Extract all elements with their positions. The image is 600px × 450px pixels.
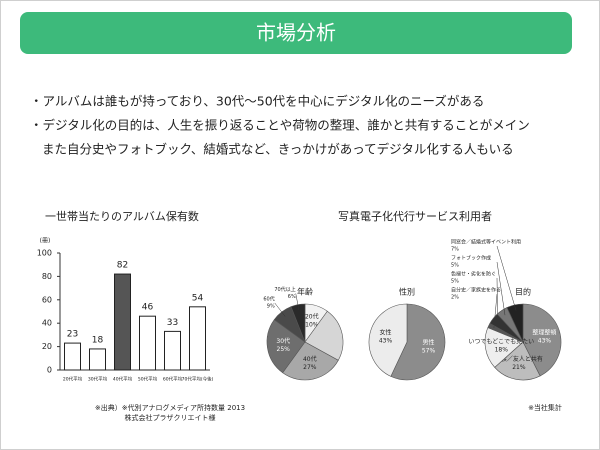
pie-title: 目的	[515, 287, 531, 297]
slice-value: 27%	[303, 364, 317, 371]
slice-label: 30代	[276, 337, 290, 345]
x-tick-label: 70代平均(今後)	[182, 376, 214, 383]
slice-value: 5%	[451, 263, 459, 269]
y-tick-label: 100	[37, 249, 52, 258]
pie-slice	[266, 319, 306, 374]
slice-label: いつでもどこでも見たい	[468, 337, 534, 345]
slice-value: 6%	[288, 294, 296, 300]
pie-slice	[494, 341, 541, 381]
slice-label: 60代	[263, 295, 274, 302]
pie-slice	[390, 303, 446, 381]
leader-line	[274, 302, 286, 317]
value-label: 46	[142, 303, 154, 313]
slice-value: 25%	[277, 346, 291, 353]
pie-slice	[304, 310, 344, 361]
leader-line	[496, 245, 517, 311]
slice-label: 自分史／家族史を作る	[451, 287, 501, 294]
slice-value: 5%	[451, 279, 459, 285]
bullet: ・デジタル化の目的は、人生を振り返ることや荷物の整理、誰かと共有することがメイン	[30, 118, 530, 133]
slice-label: 70代以上	[274, 286, 295, 293]
bar	[189, 306, 206, 371]
x-tick-label: 20代平均	[63, 376, 83, 383]
slice-label: 色褪せ・劣化を防ぐ	[451, 271, 496, 278]
pie-slice	[506, 303, 524, 343]
pie-title: 性別	[399, 287, 415, 297]
survey-title: 写真電子化代行サービス利用者	[338, 209, 492, 223]
slice-label: 20代	[305, 313, 319, 321]
x-tick-label: 30代平均	[88, 376, 108, 383]
slice-value: 43%	[538, 337, 552, 344]
y-tick-label: 40	[42, 319, 52, 328]
slice-value: 10%	[305, 322, 319, 329]
bullet: また自分史やフォトブック、結婚式など、きっかけがあってデジタル化する人もいる	[42, 142, 514, 157]
header-bar	[20, 12, 572, 54]
leader-line	[496, 261, 506, 316]
slice-value: 18%	[495, 346, 509, 353]
slice-label: 40代	[303, 355, 317, 363]
bar	[89, 348, 106, 371]
x-tick-label: 60代平均	[163, 376, 183, 383]
bar	[114, 273, 131, 371]
pie-slice	[282, 341, 339, 381]
pie-slice	[368, 303, 408, 377]
slice-label: 家族／友人と共有	[495, 355, 543, 363]
leader-line	[295, 293, 300, 311]
value-label: 18	[92, 335, 104, 345]
source: 株式会社プラザクリエイト様	[125, 413, 216, 422]
y-tick-label: 80	[42, 272, 52, 281]
slice-value: 57%	[422, 347, 436, 354]
value-label: 82	[117, 261, 128, 271]
axis-label: (冊)	[40, 238, 51, 245]
y-tick-label: 0	[47, 366, 52, 375]
slice-label: 男性	[423, 338, 435, 346]
slice-value: 7%	[451, 247, 459, 253]
slice-value: 43%	[379, 338, 393, 345]
bar	[164, 330, 181, 371]
y-tick-label: 20	[42, 342, 52, 351]
y-tick-label: 60	[42, 295, 52, 304]
x-tick-label: 50代平均	[138, 376, 158, 383]
slice-label: 女性	[379, 329, 391, 337]
source: ※当社集計	[528, 403, 562, 412]
pie-slice	[484, 327, 524, 368]
chart-title: 一世帯当たりのアルバム保有数	[45, 209, 199, 223]
header-title: 市場分析	[256, 21, 336, 45]
value-label: 33	[167, 318, 178, 328]
bullet: ・アルバムは誰もが持っており、30代〜50代を中心にデジタル化のニーズがある	[30, 94, 484, 109]
slice-label: フォトブック作成	[451, 255, 491, 262]
value-label: 23	[67, 330, 78, 340]
pie-title: 年齢	[297, 287, 313, 297]
slice-value: 9%	[267, 303, 275, 309]
slice-label: 同窓会／結婚式等イベント利用	[451, 239, 521, 246]
bar	[64, 342, 81, 371]
slice-value: 21%	[512, 364, 526, 371]
pie-slice	[522, 303, 562, 377]
value-label: 54	[192, 293, 204, 303]
bar	[139, 315, 156, 371]
source: ※出典）※代別アナログメディア所持数量 2013	[95, 403, 245, 412]
x-tick-label: 40代平均	[113, 376, 133, 383]
slice-label: 整理整頓	[532, 328, 556, 336]
slice-value: 2%	[451, 295, 459, 301]
